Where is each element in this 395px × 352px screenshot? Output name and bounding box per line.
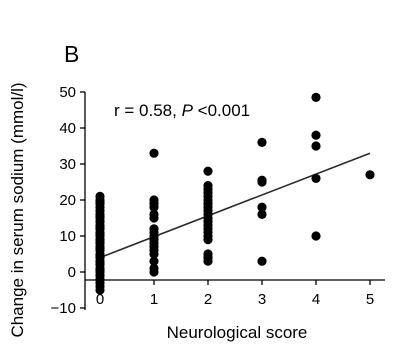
data-point — [365, 170, 375, 180]
data-point — [149, 213, 159, 223]
data-point — [311, 92, 321, 102]
data-point — [149, 256, 159, 266]
x-axis-ticks: 0 1 2 3 4 5 — [96, 280, 374, 308]
annotation-suffix: <0.001 — [193, 101, 250, 120]
x-axis-title: Neurological score — [167, 323, 308, 342]
data-point — [149, 148, 159, 158]
panel-label: B — [64, 41, 79, 67]
data-point — [311, 141, 321, 151]
data-point — [257, 137, 267, 147]
y-tick-label: 40 — [59, 120, 76, 137]
y-tick-label: 50 — [59, 84, 76, 101]
data-point — [203, 256, 213, 266]
data-point — [203, 235, 213, 245]
data-point — [149, 267, 159, 277]
data-point — [311, 231, 321, 241]
data-point — [149, 249, 159, 259]
data-point — [311, 130, 321, 140]
data-point — [257, 256, 267, 266]
x-tick-label: 0 — [96, 291, 104, 308]
y-tick-label: −10 — [51, 300, 76, 317]
y-tick-label: 20 — [59, 192, 76, 209]
data-point — [257, 177, 267, 187]
data-point — [257, 209, 267, 219]
data-point — [149, 202, 159, 212]
data-point — [203, 166, 213, 176]
data-point — [95, 285, 105, 295]
y-axis-title: Change in serum sodium (mmol/l) — [8, 82, 27, 337]
regression-line — [99, 152, 371, 259]
y-tick-label: 30 — [59, 156, 76, 173]
x-tick-label: 2 — [204, 291, 212, 308]
data-point — [257, 202, 267, 212]
correlation-annotation: r = 0.58, P <0.001 — [114, 101, 250, 120]
y-tick-label: 10 — [59, 228, 76, 245]
annotation-prefix: r = 0.58, — [114, 101, 182, 120]
y-axis-ticks: −10 0 10 20 30 40 50 — [51, 84, 85, 317]
data-points — [95, 92, 375, 295]
x-tick-label: 3 — [258, 291, 266, 308]
x-tick-label: 1 — [150, 291, 158, 308]
y-tick-label: 0 — [68, 264, 76, 281]
x-tick-label: 5 — [366, 291, 374, 308]
annotation-p-symbol: P — [182, 101, 194, 120]
data-point — [311, 173, 321, 183]
x-tick-label: 4 — [312, 291, 320, 308]
